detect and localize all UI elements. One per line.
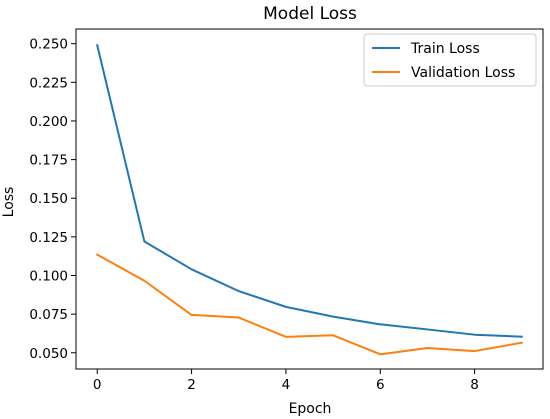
legend-label-0: Train Loss: [410, 41, 480, 57]
y-tick-label: 0.050: [29, 346, 68, 362]
x-tick-label: 6: [376, 377, 385, 393]
legend-label-1: Validation Loss: [411, 65, 515, 81]
y-tick-label: 0.100: [29, 269, 68, 285]
x-tick-label: 0: [93, 377, 102, 393]
series-line-0: [96, 44, 523, 338]
legend-box: [363, 33, 537, 87]
y-tick-label: 0.125: [29, 230, 68, 246]
series-line-1: [95, 253, 523, 356]
y-tick-label: 0.200: [29, 114, 68, 130]
x-tick-label: 4: [282, 377, 291, 393]
y-tick-label: 0.250: [29, 37, 68, 53]
y-tick-label: 0.225: [29, 75, 68, 91]
y-tick-label: 0.175: [29, 153, 68, 169]
legend: Train Loss Validation Loss: [363, 33, 537, 87]
x-tick-label: 2: [187, 377, 196, 393]
y-axis-label: Loss: [1, 187, 17, 218]
x-axis-label: Epoch: [289, 401, 332, 417]
plot-area: 0 2 4 6 8 0.050 0.075 0.100 0.125 0.150 0.175 0.200…: [29, 28, 544, 393]
y-tick-label: 0.150: [29, 191, 68, 207]
y-tick-label: 0.075: [29, 307, 68, 323]
chart-title: Model Loss: [263, 4, 357, 24]
x-tick-label: 8: [470, 377, 479, 393]
plot-frame: [75, 28, 544, 370]
